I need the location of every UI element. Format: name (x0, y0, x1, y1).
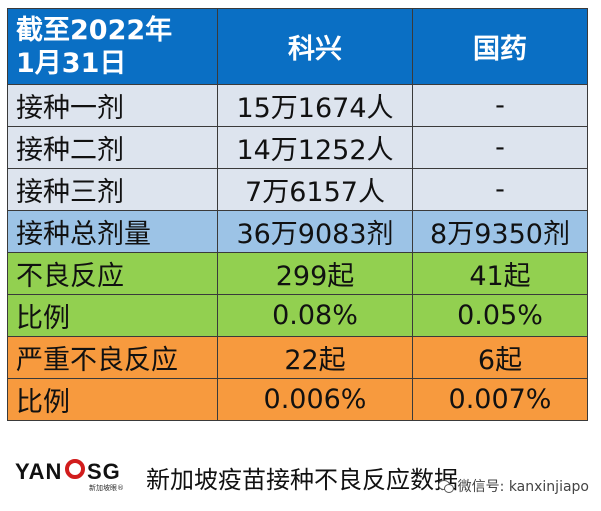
caption: 新加坡疫苗接种不良反应数据 (146, 466, 458, 494)
table-row: 比例 0.08% 0.05% (7, 294, 588, 337)
guoyao-value: - (412, 84, 588, 127)
guoyao-value: - (412, 126, 588, 169)
row-label: 接种总剂量 (7, 210, 218, 253)
row-label: 接种三剂 (7, 168, 218, 211)
table-row: 接种一剂 15万1674人 - (7, 84, 588, 127)
footer: YAN SG 新加坡眼® 新加坡疫苗接种不良反应数据 微信号: kanxinji… (0, 446, 601, 504)
row-label: 严重不良反应 (7, 336, 218, 379)
kexing-value: 14万1252人 (217, 126, 413, 169)
guoyao-value: 8万9350剂 (412, 210, 588, 253)
watermark: 微信号: kanxinjiapo (437, 476, 589, 496)
kexing-value: 299起 (217, 252, 413, 295)
kexing-value: 0.006% (217, 378, 413, 421)
kexing-value: 0.08% (217, 294, 413, 337)
logo-text-right: SG (87, 459, 121, 484)
watermark-text: 微信号: kanxinjiapo (457, 479, 589, 495)
header-date-line1: 截至2022年 (16, 14, 173, 46)
row-label: 比例 (7, 378, 218, 421)
header-date: 截至2022年 1月31日 (7, 8, 218, 85)
guoyao-value: 0.007% (412, 378, 588, 421)
kexing-value: 36万9083剂 (217, 210, 413, 253)
row-label: 接种一剂 (7, 84, 218, 127)
table-row: 严重不良反应 22起 6起 (7, 336, 588, 379)
guoyao-value: - (412, 168, 588, 211)
yan-sg-logo: YAN SG 新加坡眼® (15, 459, 133, 495)
logo-subtitle: 新加坡眼® (89, 484, 124, 492)
row-label: 接种二剂 (7, 126, 218, 169)
table-row: 接种二剂 14万1252人 - (7, 126, 588, 169)
vaccine-data-table: 截至2022年 1月31日 科兴 国药 接种一剂 15万1674人 - 接种二剂… (7, 8, 588, 421)
guoyao-value: 0.05% (412, 294, 588, 337)
kexing-value: 7万6157人 (217, 168, 413, 211)
row-label: 比例 (7, 294, 218, 337)
header-kexing: 科兴 (217, 8, 413, 85)
logo-eye-icon (65, 459, 85, 479)
header-date-line2: 1月31日 (16, 47, 127, 79)
guoyao-value: 6起 (412, 336, 588, 379)
wechat-icon (437, 479, 454, 493)
table-row: 比例 0.006% 0.007% (7, 378, 588, 421)
table-row: 不良反应 299起 41起 (7, 252, 588, 295)
kexing-value: 22起 (217, 336, 413, 379)
guoyao-value: 41起 (412, 252, 588, 295)
table-row: 接种总剂量 36万9083剂 8万9350剂 (7, 210, 588, 253)
row-label: 不良反应 (7, 252, 218, 295)
table-row: 接种三剂 7万6157人 - (7, 168, 588, 211)
header-guoyao: 国药 (412, 8, 588, 85)
table-header-row: 截至2022年 1月31日 科兴 国药 (7, 8, 588, 85)
logo-text-left: YAN (15, 459, 63, 484)
kexing-value: 15万1674人 (217, 84, 413, 127)
